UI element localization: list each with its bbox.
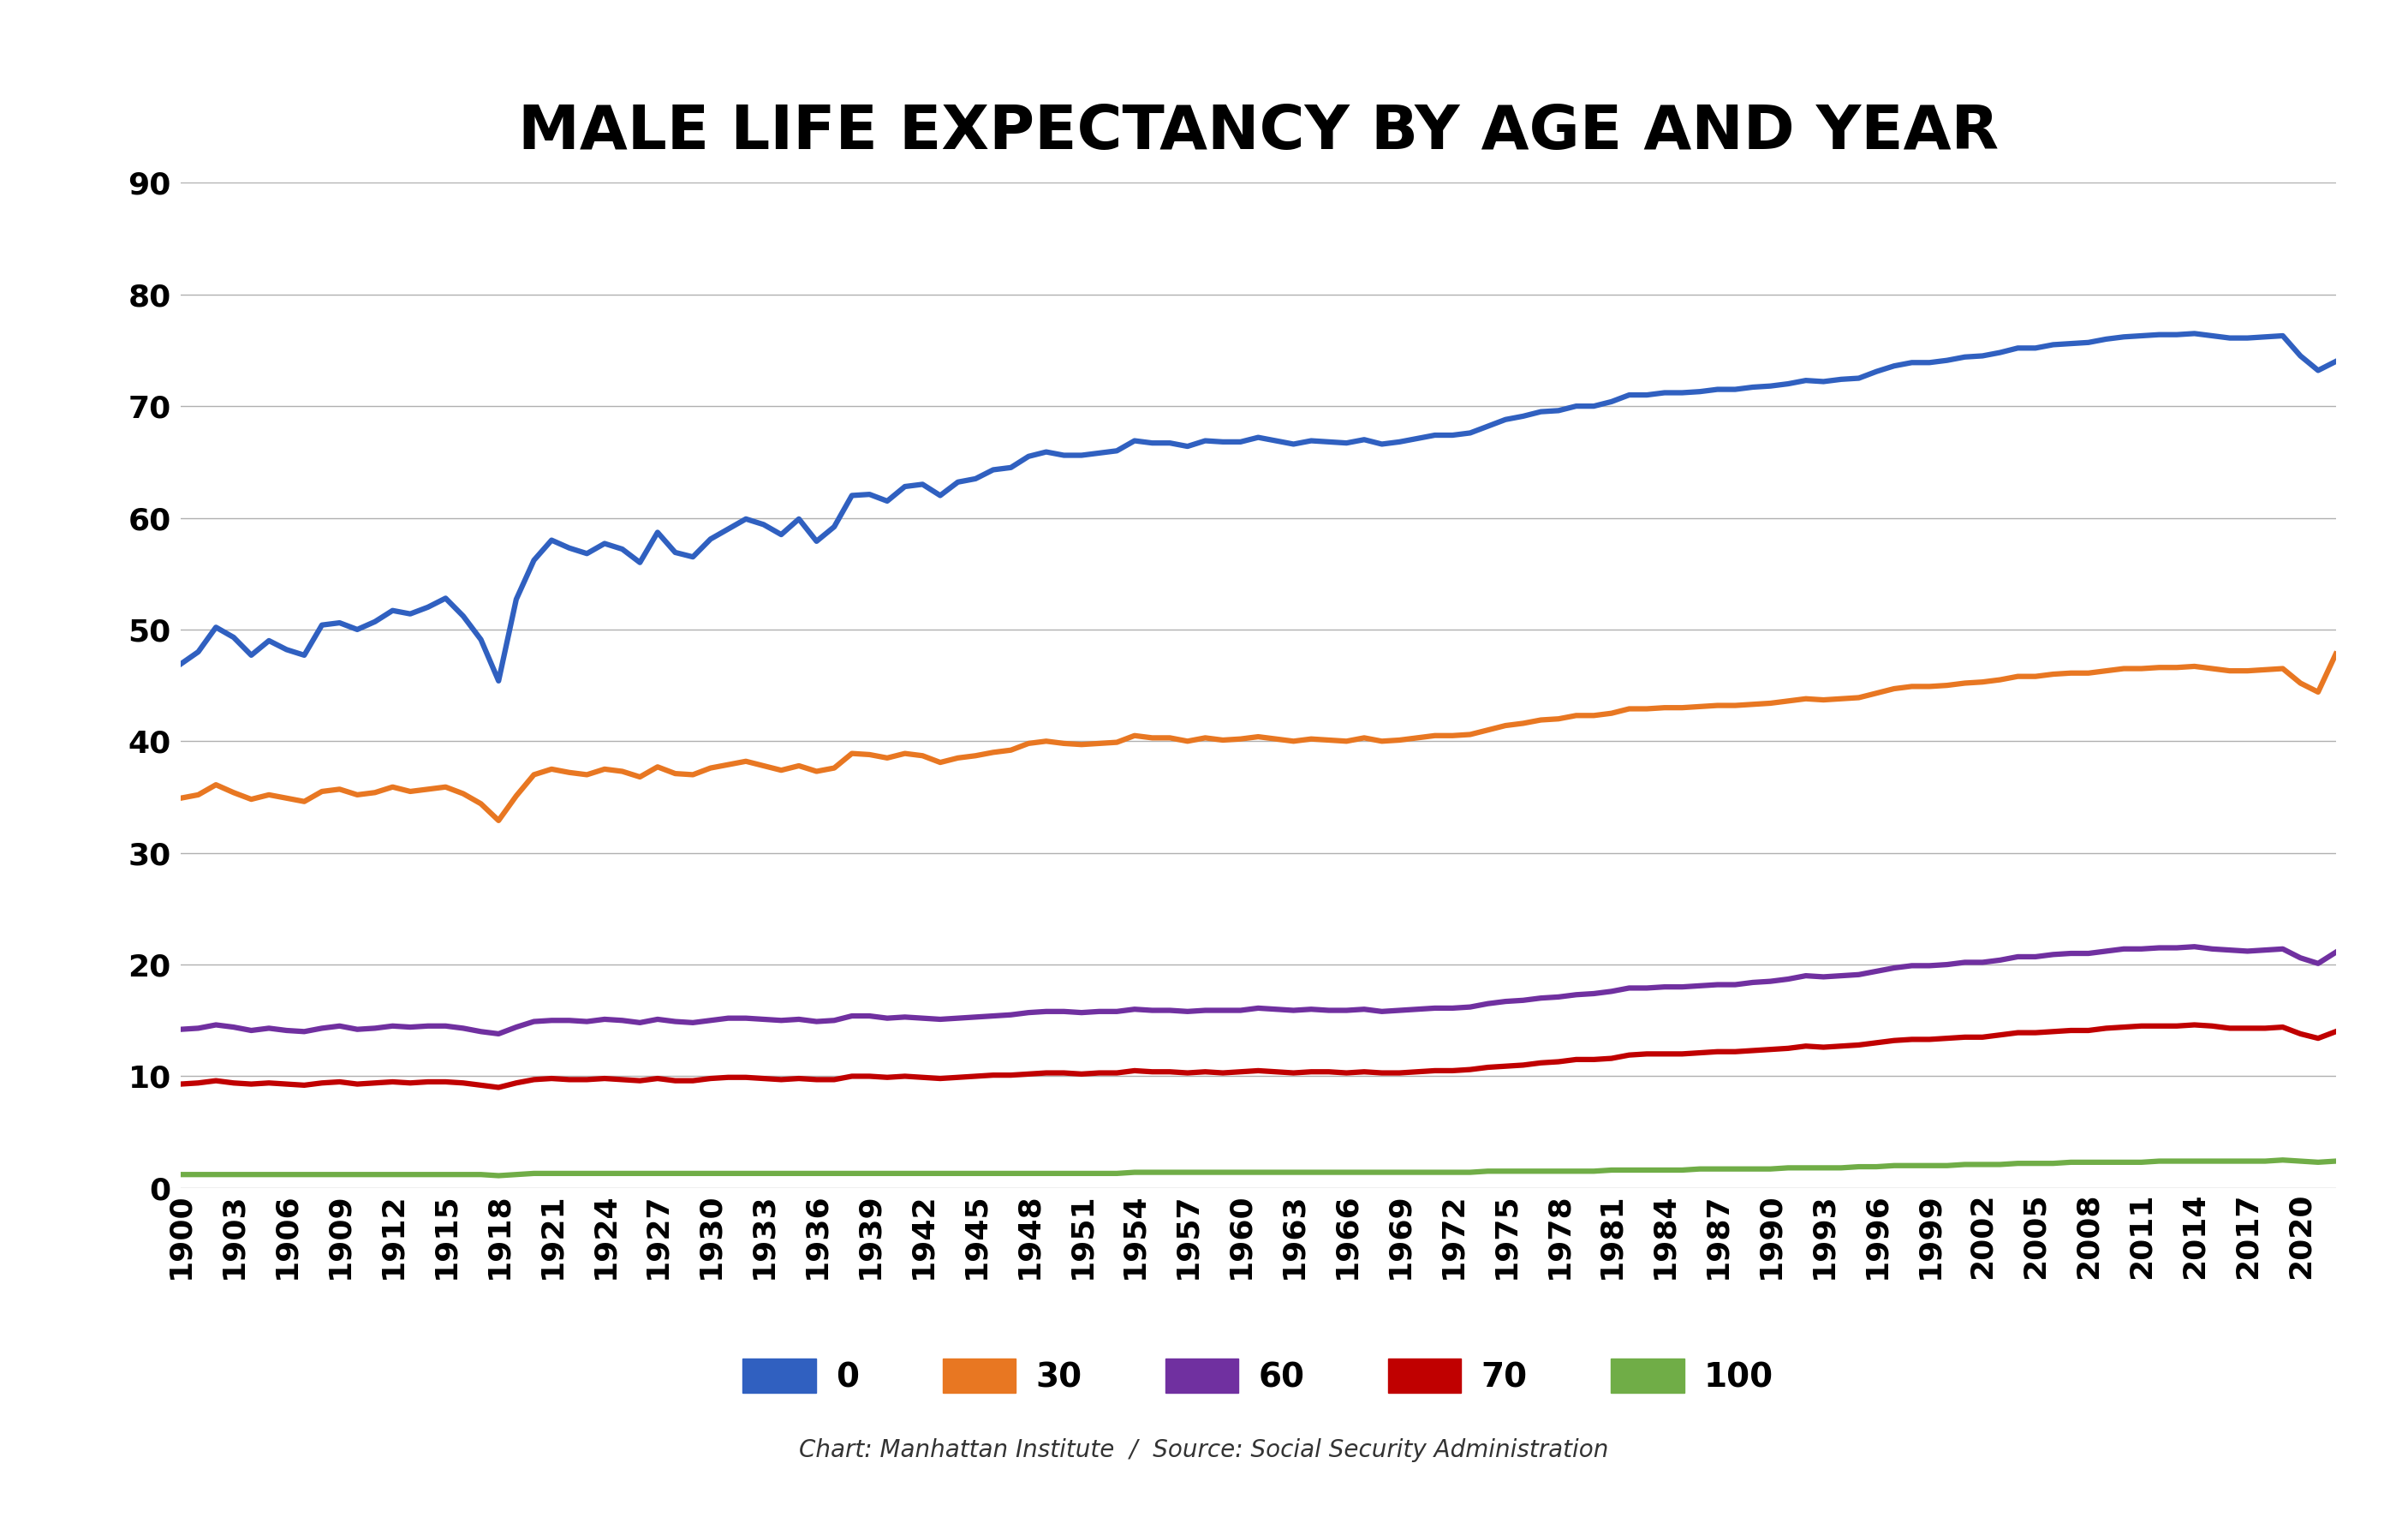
Legend: 0, 30, 60, 70, 100: 0, 30, 60, 70, 100 xyxy=(730,1345,1787,1407)
70 xyxy=(378,1072,407,1090)
70 xyxy=(166,1075,195,1094)
0 xyxy=(166,655,195,673)
100 xyxy=(414,1165,443,1183)
70 xyxy=(1120,1062,1149,1080)
60 xyxy=(1120,1001,1149,1019)
70 xyxy=(1934,1030,1963,1048)
70 xyxy=(484,1078,513,1097)
30 xyxy=(1120,726,1149,745)
30 xyxy=(166,789,195,807)
Line: 100: 100 xyxy=(181,1161,2336,1176)
Text: Chart: Manhattan Institute  /  Source: Social Security Administration: Chart: Manhattan Institute / Source: Soc… xyxy=(799,1438,1609,1462)
60 xyxy=(166,1020,195,1039)
70 xyxy=(2179,1016,2208,1034)
100 xyxy=(484,1167,513,1185)
70 xyxy=(2321,1022,2350,1040)
30 xyxy=(289,792,318,810)
60 xyxy=(289,1022,318,1040)
30 xyxy=(378,778,407,797)
30 xyxy=(802,762,831,780)
30 xyxy=(414,780,443,798)
100 xyxy=(802,1164,831,1182)
100 xyxy=(166,1165,195,1183)
60 xyxy=(414,1017,443,1036)
60 xyxy=(484,1025,513,1043)
100 xyxy=(378,1165,407,1183)
0 xyxy=(2321,352,2350,370)
70 xyxy=(802,1071,831,1089)
100 xyxy=(2321,1151,2350,1170)
60 xyxy=(2179,938,2208,956)
100 xyxy=(289,1165,318,1183)
0 xyxy=(484,672,513,690)
30 xyxy=(1934,676,1963,694)
30 xyxy=(484,812,513,830)
Line: 0: 0 xyxy=(181,334,2336,681)
100 xyxy=(2268,1151,2297,1170)
100 xyxy=(1120,1164,1149,1182)
0 xyxy=(1934,352,1963,370)
60 xyxy=(378,1017,407,1036)
30 xyxy=(2321,644,2350,663)
60 xyxy=(1934,955,1963,973)
0 xyxy=(378,602,407,620)
0 xyxy=(414,599,443,617)
60 xyxy=(802,1013,831,1031)
Line: 70: 70 xyxy=(181,1025,2336,1087)
Line: 60: 60 xyxy=(181,947,2336,1034)
0 xyxy=(802,532,831,550)
Title: MALE LIFE EXPECTANCY BY AGE AND YEAR: MALE LIFE EXPECTANCY BY AGE AND YEAR xyxy=(518,104,1999,163)
70 xyxy=(289,1077,318,1095)
Line: 30: 30 xyxy=(181,653,2336,821)
60 xyxy=(2321,943,2350,961)
100 xyxy=(1934,1156,1963,1174)
0 xyxy=(1120,431,1149,449)
0 xyxy=(2179,324,2208,343)
0 xyxy=(289,646,318,664)
70 xyxy=(414,1072,443,1090)
